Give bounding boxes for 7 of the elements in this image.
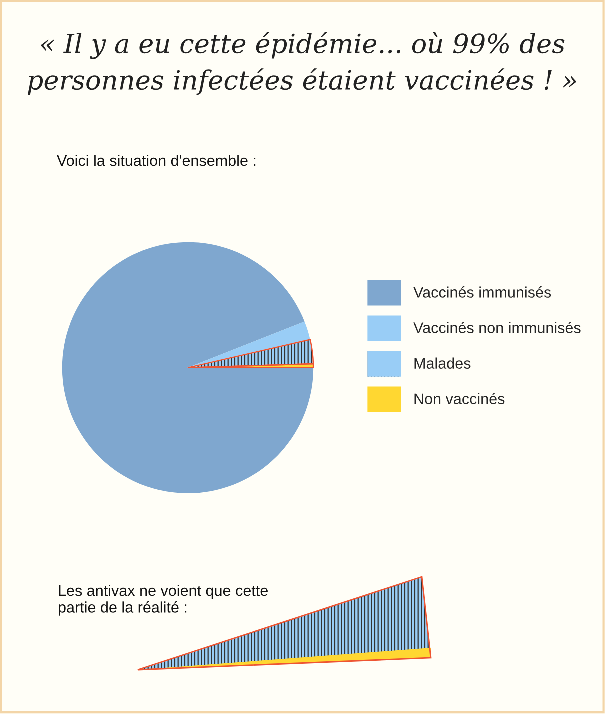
legend-label: Non vaccinés — [414, 393, 505, 404]
text: Voici la situation d'ensemble : — [57, 155, 256, 166]
legend-label: Vaccinés non immunisés — [414, 322, 581, 334]
chart-title: « Il y a eu cette épidémie... où 99% des personnes infectées étaient vaccinées ! » — [28, 32, 576, 96]
legend-label: Vaccinés immunisés — [414, 286, 552, 298]
text: Les antivax ne voient que cette partie de la réalité : — [58, 585, 268, 616]
legend-label: Malades — [414, 358, 471, 369]
